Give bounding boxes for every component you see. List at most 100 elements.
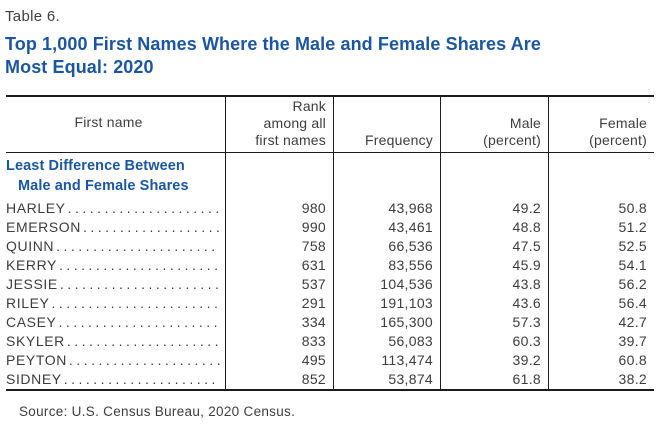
first-name-value: EMERSON bbox=[6, 219, 81, 235]
first-name-value: PEYTON bbox=[6, 352, 67, 368]
table-row: JESSIE 537 104,536 43.8 56.2 bbox=[6, 275, 654, 294]
name-cell: SKYLER bbox=[6, 332, 225, 351]
female-percent-cell: 60.8 bbox=[548, 351, 654, 370]
first-name-value: QUINN bbox=[6, 238, 55, 254]
table-row: QUINN 758 66,536 47.5 52.5 bbox=[6, 237, 654, 256]
table-header-row: First name Rank among all first names Fr… bbox=[6, 97, 654, 153]
rank-cell: 631 bbox=[225, 256, 333, 275]
female-percent-cell: 50.8 bbox=[548, 199, 654, 218]
frequency-cell: 43,461 bbox=[333, 218, 440, 237]
table-body: HARLEY 980 43,968 49.2 50.8 EMERSON 990 … bbox=[6, 199, 654, 389]
table-row: SKYLER 833 56,083 60.3 39.7 bbox=[6, 332, 654, 351]
frequency-cell: 191,103 bbox=[333, 294, 440, 313]
page-title: Top 1,000 First Names Where the Male and… bbox=[5, 33, 541, 79]
table-row: HARLEY 980 43,968 49.2 50.8 bbox=[6, 199, 654, 218]
group-empty-male bbox=[440, 153, 548, 199]
first-name-value: KERRY bbox=[6, 257, 57, 273]
name-cell: EMERSON bbox=[6, 218, 225, 237]
group-empty-rank bbox=[225, 153, 333, 199]
page-title-line2: Most Equal: 2020 bbox=[5, 57, 154, 77]
male-percent-cell: 43.8 bbox=[440, 275, 548, 294]
source-note: Source: U.S. Census Bureau, 2020 Census. bbox=[19, 404, 296, 419]
table-label: Table 6. bbox=[5, 8, 60, 25]
female-percent-cell: 42.7 bbox=[548, 313, 654, 332]
dot-leader bbox=[49, 294, 220, 313]
male-percent-cell: 60.3 bbox=[440, 332, 548, 351]
first-name-value: SKYLER bbox=[6, 333, 65, 349]
name-cell: CASEY bbox=[6, 313, 225, 332]
frequency-cell: 104,536 bbox=[333, 275, 440, 294]
frequency-cell: 113,474 bbox=[333, 351, 440, 370]
name-cell: KERRY bbox=[6, 256, 225, 275]
rank-cell: 980 bbox=[225, 199, 333, 218]
dot-leader bbox=[65, 332, 220, 351]
male-percent-cell: 49.2 bbox=[440, 199, 548, 218]
rank-cell: 852 bbox=[225, 370, 333, 389]
header-cell-first-name: First name bbox=[6, 97, 225, 152]
rank-cell: 334 bbox=[225, 313, 333, 332]
dot-leader bbox=[62, 370, 220, 389]
name-cell: QUINN bbox=[6, 237, 225, 256]
header-frequency-label: Frequency bbox=[365, 132, 433, 148]
female-percent-cell: 38.2 bbox=[548, 370, 654, 389]
header-cell-frequency: Frequency bbox=[333, 97, 440, 152]
rank-cell: 537 bbox=[225, 275, 333, 294]
table-row: EMERSON 990 43,461 48.8 51.2 bbox=[6, 218, 654, 237]
rank-cell: 758 bbox=[225, 237, 333, 256]
header-male-line1: Male bbox=[509, 115, 541, 131]
rank-cell: 990 bbox=[225, 218, 333, 237]
female-percent-cell: 56.2 bbox=[548, 275, 654, 294]
header-female-line1: Female bbox=[599, 115, 647, 131]
frequency-cell: 66,536 bbox=[333, 237, 440, 256]
header-rank-line1: Rank bbox=[292, 98, 326, 114]
dot-leader bbox=[66, 199, 220, 218]
name-cell: JESSIE bbox=[6, 275, 225, 294]
male-percent-cell: 57.3 bbox=[440, 313, 548, 332]
group-empty-frequency bbox=[333, 153, 440, 199]
rank-cell: 495 bbox=[225, 351, 333, 370]
first-name-value: RILEY bbox=[6, 295, 50, 311]
male-percent-cell: 43.6 bbox=[440, 294, 548, 313]
table-row: RILEY 291 191,103 43.6 56.4 bbox=[6, 294, 654, 313]
female-percent-cell: 52.5 bbox=[548, 237, 654, 256]
frequency-cell: 56,083 bbox=[333, 332, 440, 351]
group-header-cell: Least Difference Between Male and Female… bbox=[6, 153, 225, 199]
dot-leader bbox=[67, 351, 220, 370]
frequency-cell: 53,874 bbox=[333, 370, 440, 389]
dot-leader bbox=[54, 237, 220, 256]
dot-leader bbox=[58, 275, 220, 294]
female-percent-cell: 54.1 bbox=[548, 256, 654, 275]
group-header-line1: Least Difference Between bbox=[6, 158, 185, 174]
male-percent-cell: 39.2 bbox=[440, 351, 548, 370]
dot-leader bbox=[57, 256, 220, 275]
first-name-value: CASEY bbox=[6, 314, 57, 330]
male-percent-cell: 45.9 bbox=[440, 256, 548, 275]
male-percent-cell: 48.8 bbox=[440, 218, 548, 237]
header-female-line2: (percent) bbox=[589, 132, 647, 148]
first-name-value: JESSIE bbox=[6, 276, 58, 292]
stat-table: First name Rank among all first names Fr… bbox=[6, 95, 654, 391]
rank-cell: 833 bbox=[225, 332, 333, 351]
name-cell: PEYTON bbox=[6, 351, 225, 370]
group-header-line2: Male and Female Shares bbox=[18, 178, 189, 194]
header-rank-line2: among all bbox=[263, 115, 326, 131]
frequency-cell: 43,968 bbox=[333, 199, 440, 218]
first-name-value: SIDNEY bbox=[6, 371, 62, 387]
name-cell: SIDNEY bbox=[6, 370, 225, 389]
header-cell-female-percent: Female (percent) bbox=[548, 97, 654, 152]
dot-leader bbox=[81, 218, 220, 237]
header-rank-line3: first names bbox=[255, 132, 326, 148]
dot-leader bbox=[56, 313, 220, 332]
frequency-cell: 83,556 bbox=[333, 256, 440, 275]
table-row: CASEY 334 165,300 57.3 42.7 bbox=[6, 313, 654, 332]
table-row: SIDNEY 852 53,874 61.8 38.2 bbox=[6, 370, 654, 389]
group-header-row: Least Difference Between Male and Female… bbox=[6, 153, 654, 199]
name-cell: RILEY bbox=[6, 294, 225, 313]
female-percent-cell: 39.7 bbox=[548, 332, 654, 351]
header-cell-male-percent: Male (percent) bbox=[440, 97, 548, 152]
rank-cell: 291 bbox=[225, 294, 333, 313]
female-percent-cell: 56.4 bbox=[548, 294, 654, 313]
header-cell-rank: Rank among all first names bbox=[225, 97, 333, 152]
male-percent-cell: 61.8 bbox=[440, 370, 548, 389]
name-cell: HARLEY bbox=[6, 199, 225, 218]
